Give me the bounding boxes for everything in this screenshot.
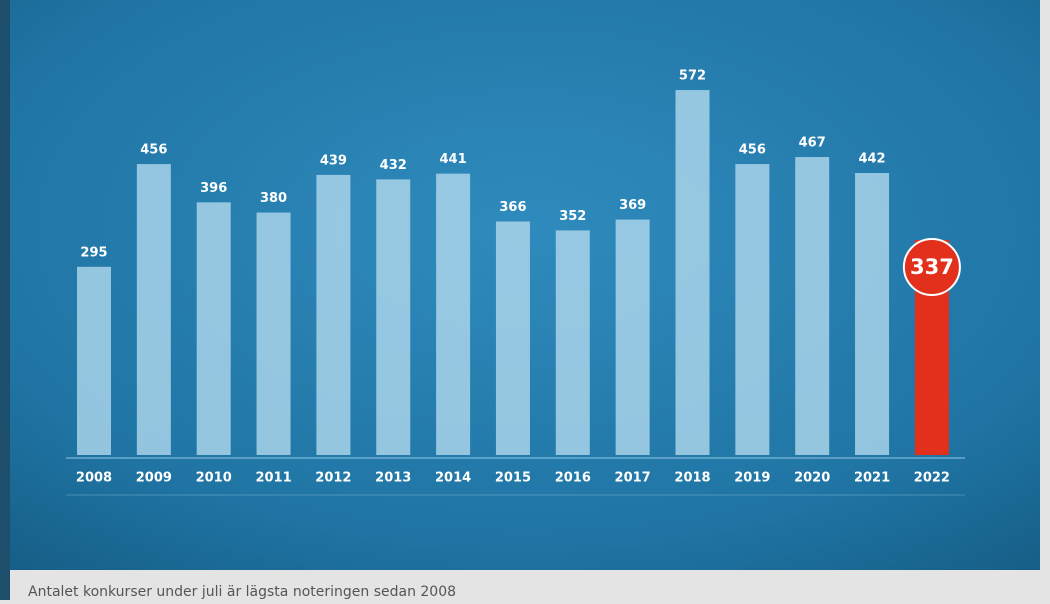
- bar: [675, 90, 710, 456]
- value-label: 456: [739, 143, 766, 158]
- x-tick-label: 2019: [734, 471, 770, 486]
- bar: [855, 173, 890, 455]
- value-label: 337: [910, 255, 954, 279]
- x-tick-label: 2018: [674, 471, 710, 486]
- value-label: 366: [499, 200, 526, 215]
- value-label: 396: [200, 181, 227, 196]
- x-tick-label: 2011: [255, 471, 291, 486]
- highlight-badge: [902, 237, 961, 296]
- bar: [196, 202, 231, 455]
- value-label: 456: [140, 143, 167, 158]
- value-label: 442: [858, 152, 885, 167]
- bar: [436, 173, 471, 455]
- x-tick-label: 2009: [136, 471, 172, 486]
- value-label: 369: [619, 198, 646, 213]
- x-tick-label: 2021: [854, 471, 890, 486]
- x-tick-label: 2020: [794, 471, 830, 486]
- value-label: 295: [80, 245, 107, 260]
- bar: [795, 157, 830, 455]
- bar: [735, 164, 770, 455]
- caption: Antalet konkurser under juli är lägsta n…: [28, 584, 456, 600]
- x-tick-label: 2008: [76, 471, 112, 486]
- value-label: 432: [380, 158, 407, 173]
- value-label: 467: [799, 136, 826, 151]
- value-label: 352: [559, 209, 586, 224]
- bar: [555, 230, 590, 455]
- value-label: 572: [679, 69, 706, 84]
- value-label: 439: [320, 153, 347, 168]
- bar: [376, 179, 411, 455]
- bar: [615, 219, 650, 455]
- bar: [316, 174, 351, 455]
- value-label: 441: [440, 152, 467, 167]
- x-tick-label: 2016: [555, 471, 591, 486]
- left-strip: [0, 0, 10, 600]
- x-tick-label: 2015: [495, 471, 531, 486]
- bar: [136, 164, 171, 455]
- value-label: 380: [260, 191, 287, 206]
- bar: [495, 221, 530, 455]
- x-tick-label: 2022: [914, 471, 950, 486]
- x-tick-label: 2010: [196, 471, 232, 486]
- bar: [77, 266, 111, 455]
- x-tick-label: 2014: [435, 471, 471, 486]
- x-tick-label: 2013: [375, 471, 411, 486]
- x-tick-label: 2017: [615, 471, 651, 486]
- bar: [256, 212, 291, 455]
- x-tick-label: 2012: [315, 471, 351, 486]
